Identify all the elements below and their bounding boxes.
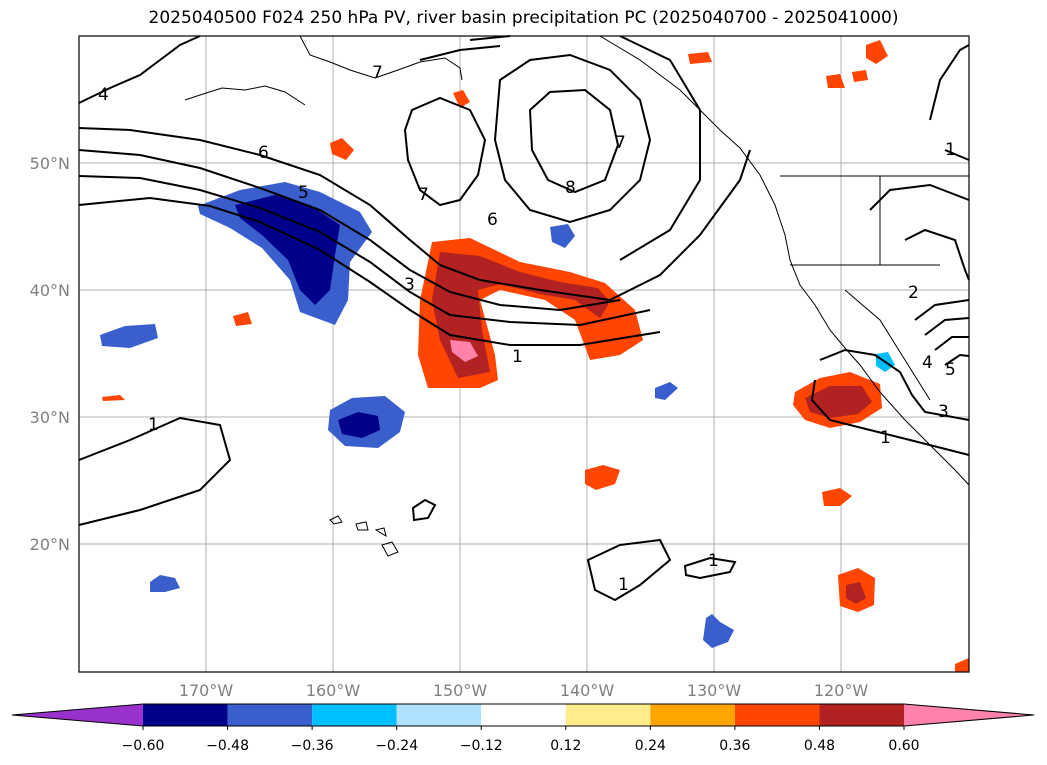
positive-anomaly-region bbox=[453, 90, 470, 108]
negative-anomaly-region bbox=[150, 575, 180, 592]
coastlines bbox=[184, 35, 970, 557]
colorbar-tick-label: −0.60 bbox=[122, 738, 165, 754]
contour-label: 1 bbox=[945, 140, 956, 160]
colorbar-tick-label: −0.12 bbox=[460, 738, 503, 754]
positive-anomaly-region bbox=[233, 312, 252, 326]
contour-label: 7 bbox=[418, 185, 429, 205]
positive-anomaly-region bbox=[822, 488, 852, 506]
colorbar: −0.60 −0.48 −0.36 −0.24 −0.12 0.12 0.24 0.36 0.4… bbox=[11, 703, 1035, 754]
colorbar-tick-label: 0.60 bbox=[888, 738, 919, 754]
lon-label: 150°W bbox=[433, 681, 488, 700]
contour-label: 1 bbox=[148, 415, 159, 435]
colorbar-segment bbox=[143, 704, 228, 726]
positive-anomaly-region bbox=[330, 138, 354, 160]
map-background bbox=[79, 36, 969, 672]
pv-contours bbox=[78, 35, 970, 602]
contour-label: 1 bbox=[880, 428, 891, 448]
colorbar-tick-label: −0.36 bbox=[291, 738, 334, 754]
lon-label: 160°W bbox=[306, 681, 361, 700]
colorbar-segment bbox=[650, 704, 735, 726]
lat-label: 30°N bbox=[30, 408, 70, 427]
contour-label: 4 bbox=[922, 353, 933, 373]
lon-label: 140°W bbox=[560, 681, 615, 700]
strong-positive-anomaly-region bbox=[432, 252, 610, 378]
colorbar-segment bbox=[396, 704, 482, 726]
lon-label: 170°W bbox=[179, 681, 234, 700]
colorbar-segment bbox=[734, 704, 820, 726]
colorbar-tick-label: 0.12 bbox=[550, 738, 581, 754]
contour-label: 5 bbox=[945, 360, 956, 380]
plot-title: 2025040500 F024 250 hPa PV, river basin … bbox=[148, 8, 899, 28]
colorbar-tick-label: 0.24 bbox=[635, 738, 666, 754]
lon-label: 120°W bbox=[814, 681, 869, 700]
contour-labels: 4 7 6 5 7 8 6 3 7 1 1 2 4 5 3 1 1 1 1 bbox=[98, 63, 956, 595]
negative-anomaly-region bbox=[100, 324, 158, 348]
contour-label: 4 bbox=[98, 85, 109, 105]
colorbar-tick-label: 0.48 bbox=[804, 738, 835, 754]
colorbar-tick-label: −0.24 bbox=[375, 738, 418, 754]
colorbar-extend-max bbox=[904, 704, 1034, 726]
negative-anomaly-region bbox=[550, 224, 575, 248]
colorbar-segment bbox=[312, 704, 397, 726]
lat-label: 20°N bbox=[30, 535, 70, 554]
strong-positive-anomaly-region bbox=[846, 582, 866, 604]
colorbar-segment bbox=[481, 704, 566, 726]
positive-anomaly-region bbox=[102, 395, 125, 401]
contour-label: 7 bbox=[372, 63, 383, 83]
strong-negative-anomaly-region bbox=[338, 412, 380, 438]
contour-label: 1 bbox=[708, 551, 719, 571]
contour-label: 7 bbox=[615, 133, 626, 153]
contour-label: 1 bbox=[618, 575, 629, 595]
lat-label: 50°N bbox=[30, 154, 70, 173]
contour-label: 3 bbox=[938, 402, 949, 422]
colorbar-segment bbox=[819, 704, 904, 726]
colorbar-tick-label: −0.48 bbox=[206, 738, 249, 754]
contour-label: 2 bbox=[908, 283, 919, 303]
contour-label: 6 bbox=[487, 210, 498, 230]
contour-label: 1 bbox=[512, 347, 523, 367]
colorbar-extend-min bbox=[12, 704, 143, 726]
colorbar-tick-label: 0.36 bbox=[719, 738, 750, 754]
negative-anomaly-region bbox=[703, 614, 734, 648]
positive-anomaly-region bbox=[955, 658, 969, 672]
contour-label: 6 bbox=[258, 143, 269, 163]
colorbar-segment bbox=[227, 704, 313, 726]
contour-label: 3 bbox=[404, 275, 415, 295]
positive-anomaly-region bbox=[585, 465, 620, 490]
negative-anomaly-region bbox=[655, 382, 678, 400]
colorbar-segment bbox=[565, 704, 651, 726]
positive-anomaly-region bbox=[688, 52, 712, 64]
longitude-labels: 170°W 160°W 150°W 140°W 130°W 120°W bbox=[179, 681, 869, 700]
lon-label: 130°W bbox=[687, 681, 742, 700]
latitude-labels: 50°N 40°N 30°N 20°N bbox=[30, 154, 70, 554]
positive-anomaly-region bbox=[826, 74, 845, 88]
extreme-positive-anomaly-region bbox=[450, 340, 478, 362]
positive-anomaly-region bbox=[866, 40, 888, 64]
map-frame bbox=[78, 35, 970, 673]
contour-label: 8 bbox=[565, 178, 576, 198]
positive-anomaly-region bbox=[852, 70, 868, 82]
contour-label: 5 bbox=[298, 183, 309, 203]
lat-label: 40°N bbox=[30, 281, 70, 300]
